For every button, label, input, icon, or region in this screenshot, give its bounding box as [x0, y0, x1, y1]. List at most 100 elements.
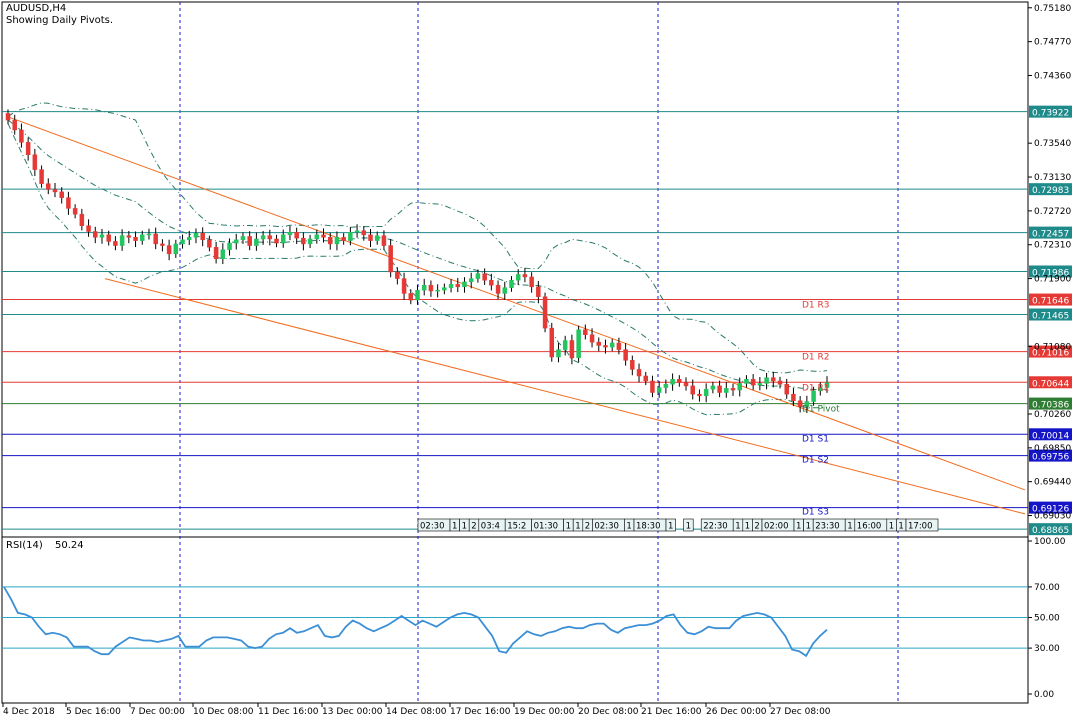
bull-candle [609, 342, 615, 348]
bull-candle [146, 233, 152, 236]
bear-candle [59, 191, 64, 198]
bull-candle [99, 234, 105, 238]
bear-candle [482, 273, 487, 281]
bull-candle [254, 238, 259, 246]
rsi-axis-tick-label: 30.00 [1034, 644, 1060, 654]
bull-candle [348, 232, 353, 241]
level-price-box [1029, 265, 1072, 278]
bear-candle [603, 345, 608, 348]
pivot-level-label: D1 S1 [802, 434, 829, 444]
bull-candle [656, 387, 662, 393]
bull-candle [173, 243, 179, 255]
bear-candle [791, 393, 796, 402]
bear-candle [368, 234, 373, 241]
time-axis-label: 26 Dec 00:00 [706, 707, 767, 717]
time-axis-label: 14 Dec 08:00 [386, 707, 447, 717]
pivot-level-label: D1 R2 [802, 353, 830, 363]
bear-candle [750, 379, 756, 386]
bear-candle [106, 234, 111, 242]
bear-candle [126, 235, 132, 238]
bull-candle [811, 390, 816, 402]
bull-candle [240, 236, 246, 241]
bull-candle [227, 242, 232, 250]
bull-candle [744, 379, 749, 384]
bear-candle [549, 327, 555, 358]
time-strip-box [665, 518, 676, 532]
pivot-level-label: D1 S2 [802, 456, 829, 466]
rsi-axis-tick-label: 0.00 [1034, 690, 1054, 700]
bear-candle [207, 239, 212, 248]
bear-candle [677, 379, 682, 383]
channel-lower-line [104, 278, 1026, 515]
bull-candle [818, 387, 823, 392]
level-price-box [1029, 376, 1072, 389]
bear-candle [361, 230, 367, 236]
bear-candle [455, 284, 461, 288]
bear-candle [395, 271, 400, 279]
bull-candle [764, 377, 769, 384]
lower-band-line [7, 123, 828, 416]
level-price-box [1029, 183, 1072, 196]
bull-candle [576, 329, 581, 359]
bull-candle [475, 273, 481, 279]
time-axis-label: 10 Dec 08:00 [193, 707, 254, 717]
time-strip-label: 1 [796, 522, 801, 532]
bear-candle [529, 276, 534, 288]
price-axis-tick-label: 0.69030 [1034, 512, 1071, 522]
bull-candle [334, 237, 340, 245]
bull-candle [193, 232, 199, 238]
time-strip-label: 1 [889, 522, 894, 532]
time-strip-box [905, 518, 939, 532]
bull-candle [187, 237, 192, 241]
bull-candle [260, 235, 266, 240]
time-axis-label: 27 Dec 08:00 [770, 707, 831, 717]
level-price-label: 0.71016 [1032, 349, 1069, 359]
time-axis-label: 4 Dec 2018 [3, 707, 55, 717]
rsi-title: RSI(14) [6, 540, 43, 551]
bull-candle [703, 388, 709, 397]
time-strip-box [683, 518, 694, 532]
bear-candle [784, 384, 789, 395]
level-price-box [1029, 397, 1072, 410]
level-price-box [1029, 501, 1072, 514]
bull-candle [462, 281, 467, 288]
bear-candle [616, 342, 622, 350]
bull-candle [556, 349, 561, 358]
bull-candle [804, 401, 810, 407]
time-strip-label: 1 [847, 522, 852, 532]
time-axis-label: 11 Dec 16:00 [258, 707, 319, 717]
bear-candle [267, 235, 273, 240]
level-price-box [1029, 105, 1072, 118]
price-axis-tick-label: 0.73540 [1034, 139, 1071, 149]
bear-candle [522, 274, 528, 278]
upper-band-line [7, 102, 828, 374]
bear-candle [489, 279, 494, 286]
time-strip-label: 1 [806, 522, 811, 532]
chart-subtitle: Showing Daily Pivots. [6, 15, 114, 26]
time-strip-label: 1 [735, 522, 740, 532]
price-axis-tick-label: 0.71900 [1034, 275, 1071, 285]
bull-candle [757, 383, 763, 386]
bull-candle [233, 239, 239, 244]
bear-candle [623, 349, 628, 361]
bear-candle [327, 237, 333, 245]
price-axis-tick-label: 0.72310 [1034, 241, 1071, 251]
bear-candle [301, 237, 306, 245]
time-axis-label: 13 Dec 00:00 [322, 707, 383, 717]
bull-candle [220, 249, 226, 260]
level-price-box [1029, 428, 1072, 441]
bear-candle [536, 286, 541, 297]
bear-candle [321, 234, 326, 238]
bull-candle [515, 274, 521, 281]
bull-candle [509, 279, 514, 288]
bear-candle [408, 293, 414, 301]
level-price-label: 0.71986 [1032, 268, 1069, 278]
time-strip-label: 1 [452, 522, 457, 532]
bear-candle [247, 236, 252, 246]
bull-candle [421, 284, 427, 291]
channel-upper-line [9, 117, 1026, 491]
time-strip-label: 1 [626, 522, 631, 532]
bear-candle [542, 296, 548, 329]
time-strip-label: 1 [575, 522, 580, 532]
time-strip-label: 1 [686, 522, 691, 532]
